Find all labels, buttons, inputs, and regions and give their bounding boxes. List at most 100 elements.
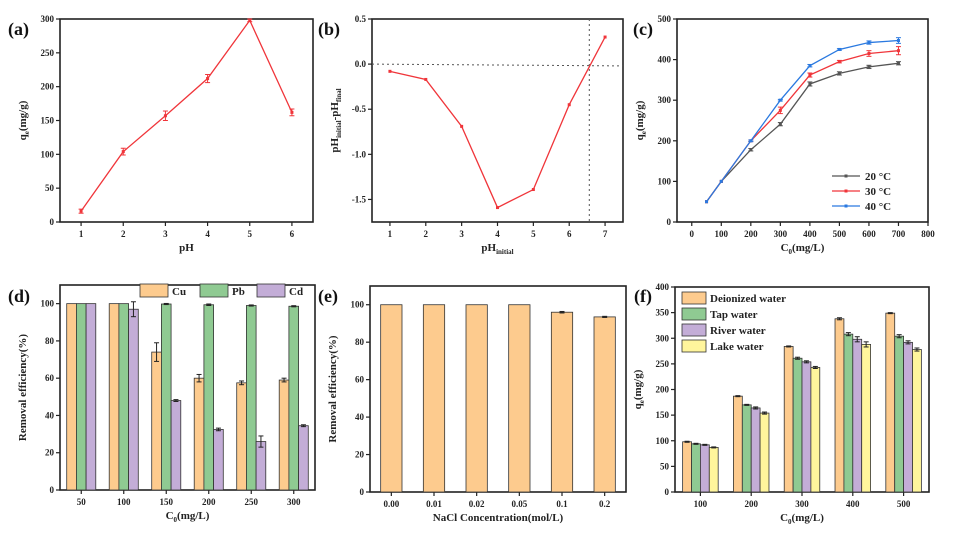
y-tick-label: 100 xyxy=(41,299,55,309)
legend-swatch xyxy=(681,307,707,321)
x-tick-label: 300 xyxy=(795,499,809,509)
data-point xyxy=(163,114,167,118)
bar-cd xyxy=(170,400,182,491)
legend-label: River water xyxy=(710,325,766,337)
y-axis-label: qe(mg/g) xyxy=(17,100,31,140)
x-axis-label: pHinitial xyxy=(481,242,513,256)
bar-deionized-water xyxy=(682,441,692,493)
bar-pb xyxy=(288,305,299,491)
x-tick-label: 1 xyxy=(388,229,393,239)
bar-tap-water xyxy=(691,443,701,493)
y-tick-label: 300 xyxy=(41,14,55,24)
legend-label: 40 °C xyxy=(865,201,891,213)
data-point xyxy=(837,60,841,64)
data-point xyxy=(206,77,210,81)
x-tick-label: 800 xyxy=(921,229,935,239)
x-tick-label: 0.05 xyxy=(511,499,527,509)
x-tick-label: 3 xyxy=(459,229,464,239)
x-tick-label: 400 xyxy=(803,229,817,239)
x-tick-label: 100 xyxy=(694,499,708,509)
x-tick-label: 700 xyxy=(892,229,906,239)
bar-pb xyxy=(203,304,214,491)
bar-tap-water xyxy=(843,333,854,493)
data-point xyxy=(531,188,535,192)
series-line--pH xyxy=(389,36,606,209)
series-line-qe xyxy=(80,19,293,212)
bar-river-water xyxy=(750,407,761,493)
y-tick-label: 0 xyxy=(360,487,365,497)
bar-cu xyxy=(508,304,531,493)
x-tick-label: 150 xyxy=(160,497,174,507)
bar-tap-water xyxy=(741,404,752,493)
bar-cd xyxy=(255,441,267,491)
legend-swatch xyxy=(681,291,707,305)
x-tick-label: 7 xyxy=(603,229,608,239)
y-tick-label: 200 xyxy=(41,82,55,92)
axis-label-part: 0 xyxy=(788,518,792,526)
panel-b: (b) 0.50.0-0.5-1.0-1.5pHinitial-pHfinalpH… xyxy=(318,14,624,256)
legend-swatch xyxy=(681,323,707,337)
bar-pb xyxy=(246,305,257,491)
bar-cu xyxy=(465,304,488,493)
bar-cd xyxy=(128,308,139,491)
x-axis-label: C0(mg/L) xyxy=(781,242,825,256)
x-tick-label: 2 xyxy=(424,229,429,239)
axis-label-part: e xyxy=(23,131,31,134)
legend-label: 30 °C xyxy=(865,186,891,198)
axis-label-part: q xyxy=(634,133,646,140)
data-point xyxy=(837,71,841,75)
y-tick-label: 0 xyxy=(50,485,55,495)
y-tick-label: 0 xyxy=(665,487,670,497)
bar-lake-water xyxy=(759,412,770,493)
y-tick-label: 50 xyxy=(45,183,55,193)
axis-label-part: (mg/L) xyxy=(792,512,825,524)
panel-e: (e) 0 20 40 60 80 100 Removal efficiency(%) NaCl… xyxy=(318,285,627,524)
panel-f: (f)050100150200250300350400qe(mg/g)C0(mg… xyxy=(632,282,930,526)
panel-label: (a) xyxy=(8,19,29,40)
x-tick-label: 0.2 xyxy=(599,499,611,509)
y-axis-label: Removal efficiency(%) xyxy=(327,335,339,443)
y-tick-label: 20 xyxy=(45,448,55,458)
data-point xyxy=(460,124,464,128)
bar-cu xyxy=(278,379,290,491)
axis-label-part: final xyxy=(335,88,343,102)
axis-label-part: initial xyxy=(335,120,343,138)
y-axis-label: pHinitial-pHfinal xyxy=(329,88,343,152)
bar-river-water xyxy=(852,338,863,493)
panel-label: (d) xyxy=(8,286,30,307)
bar-cd xyxy=(85,303,97,491)
legend-swatch xyxy=(256,283,286,298)
y-tick-label: 100 xyxy=(351,300,365,310)
x-tick-label: 6 xyxy=(567,229,572,239)
bar-lake-water xyxy=(810,367,821,493)
x-tick-label: 50 xyxy=(77,497,87,507)
x-tick-label: 500 xyxy=(833,229,847,239)
data-point xyxy=(867,52,871,56)
bar-lake-water xyxy=(912,349,922,493)
y-tick-label: 300 xyxy=(658,95,672,105)
data-point xyxy=(808,64,812,68)
data-point xyxy=(896,49,900,53)
axis-label-part: q xyxy=(17,133,29,140)
y-tick-label: -0.5 xyxy=(352,104,367,114)
y-tick-label: 250 xyxy=(656,359,670,369)
y-tick-label: 250 xyxy=(41,48,55,58)
y-tick-label: 80 xyxy=(355,337,365,347)
data-point xyxy=(567,103,571,107)
bar-cd xyxy=(213,429,224,491)
legend-label: Lake water xyxy=(710,341,764,353)
bar-river-water xyxy=(903,341,913,493)
y-tick-label: 0.0 xyxy=(355,59,367,69)
y-tick-label: 500 xyxy=(658,14,672,24)
y-tick-label: -1.5 xyxy=(352,194,367,204)
x-tick-label: 600 xyxy=(862,229,876,239)
plot-frame xyxy=(369,285,627,493)
axis-label-part: C xyxy=(781,242,789,254)
panel-label: (f) xyxy=(634,286,652,307)
x-tick-label: 300 xyxy=(774,229,788,239)
panel-a: (a) 0 50 100 150 200 250 300 qe(mg/g) pH 1 2 3 4 5 6 xyxy=(8,14,314,254)
axis-label-part: e xyxy=(640,131,648,134)
y-tick-label: 200 xyxy=(658,136,672,146)
x-tick-label: 4 xyxy=(205,229,210,239)
